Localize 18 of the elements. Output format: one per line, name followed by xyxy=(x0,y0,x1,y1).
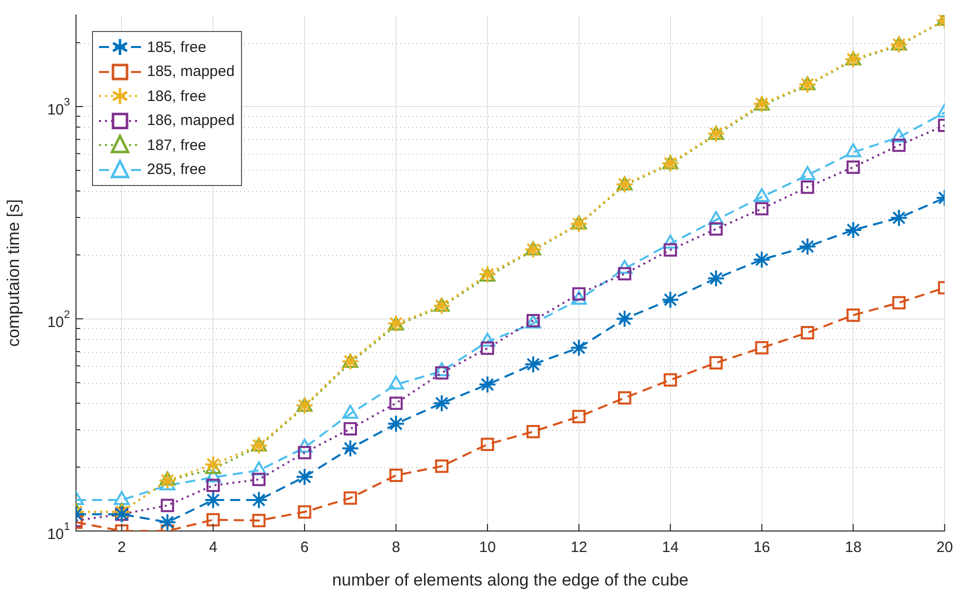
x-tick-label: 18 xyxy=(844,539,862,556)
legend-label: 186, free xyxy=(147,88,206,105)
x-tick-label: 12 xyxy=(570,539,588,556)
y-axis-title: computaion time [s] xyxy=(4,199,23,347)
x-tick-label: 4 xyxy=(208,539,218,556)
x-tick-label: 16 xyxy=(753,539,770,556)
x-tick-label: 10 xyxy=(479,539,496,556)
x-tick-label: 20 xyxy=(936,539,953,556)
legend-label: 186, mapped xyxy=(147,112,235,130)
legend-label: 185, free xyxy=(147,38,206,56)
x-tick-label: 2 xyxy=(118,539,126,556)
x-axis-title: number of elements along the edge of the cube xyxy=(332,570,688,590)
x-tick-label: 8 xyxy=(392,539,400,556)
legend-label: 187, free xyxy=(147,136,206,154)
x-tick-label: 6 xyxy=(300,539,309,556)
legend-label: 285, free xyxy=(147,161,206,178)
x-tick-label: 14 xyxy=(662,539,679,556)
legend-label: 185, mapped xyxy=(147,63,235,80)
